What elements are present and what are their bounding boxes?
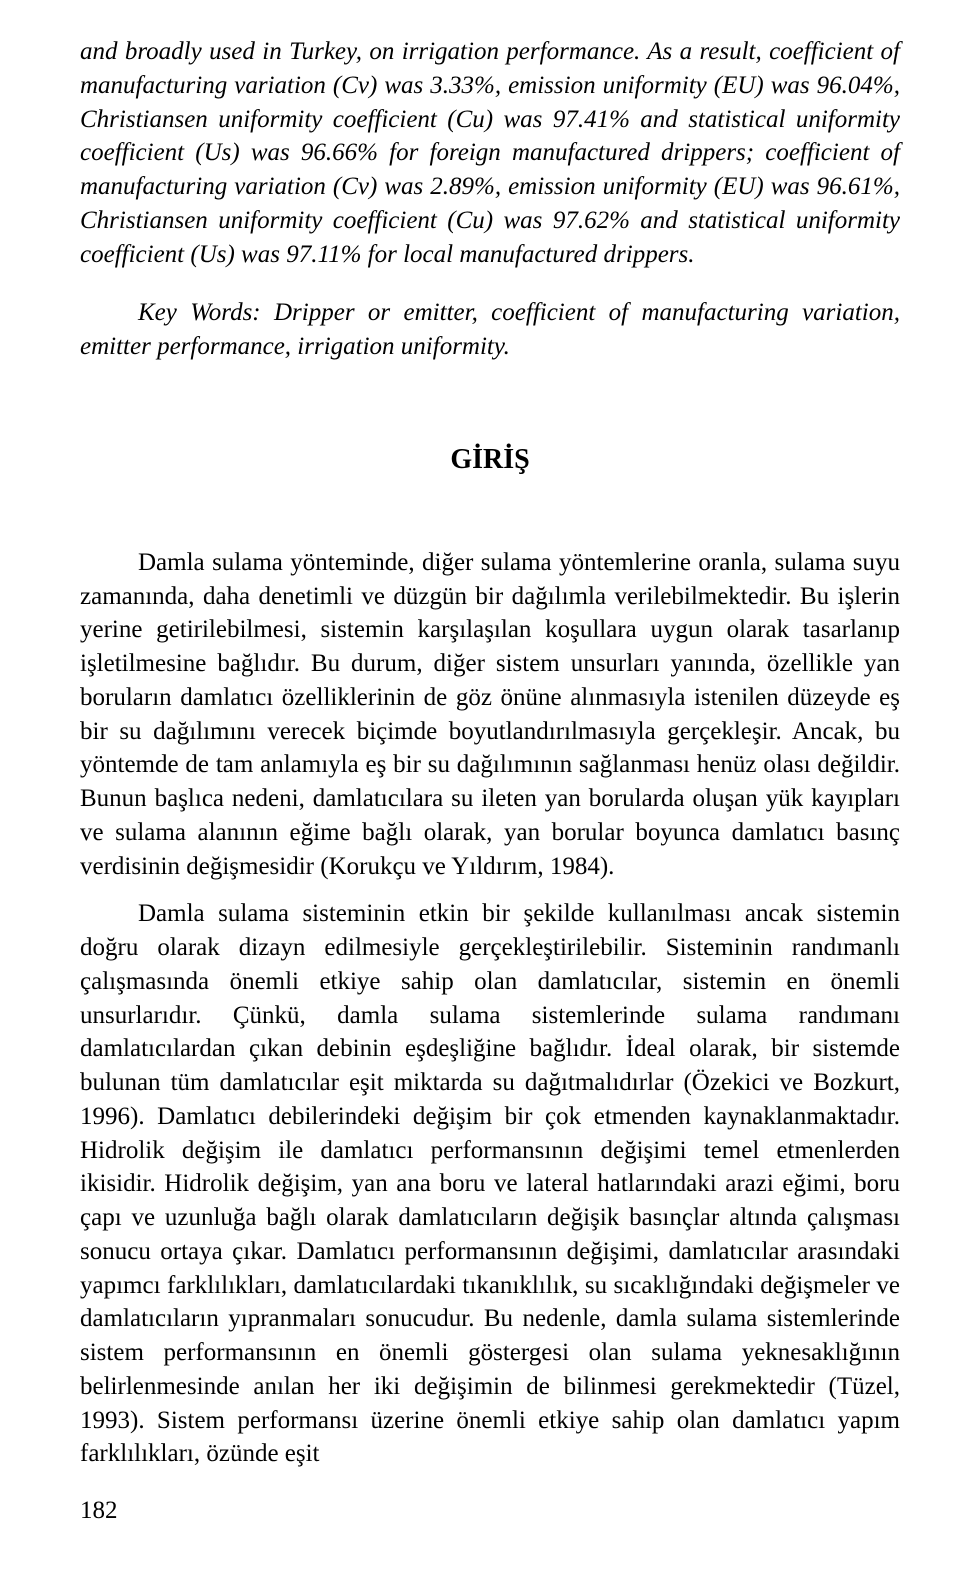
section-heading: GİRİŞ — [80, 444, 900, 476]
body-paragraph-1: Damla sulama yönteminde, diğer sulama yö… — [80, 546, 900, 884]
page-number: 182 — [80, 1497, 900, 1525]
document-page: and broadly used in Turkey, on irrigatio… — [0, 0, 960, 1555]
keywords-line: Key Words: Dripper or emitter, coefficie… — [80, 296, 900, 364]
body-paragraph-2: Damla sulama sisteminin etkin bir şekild… — [80, 897, 900, 1471]
keywords-label: Key Words: — [138, 299, 261, 326]
abstract-text: and broadly used in Turkey, on irrigatio… — [80, 35, 900, 271]
